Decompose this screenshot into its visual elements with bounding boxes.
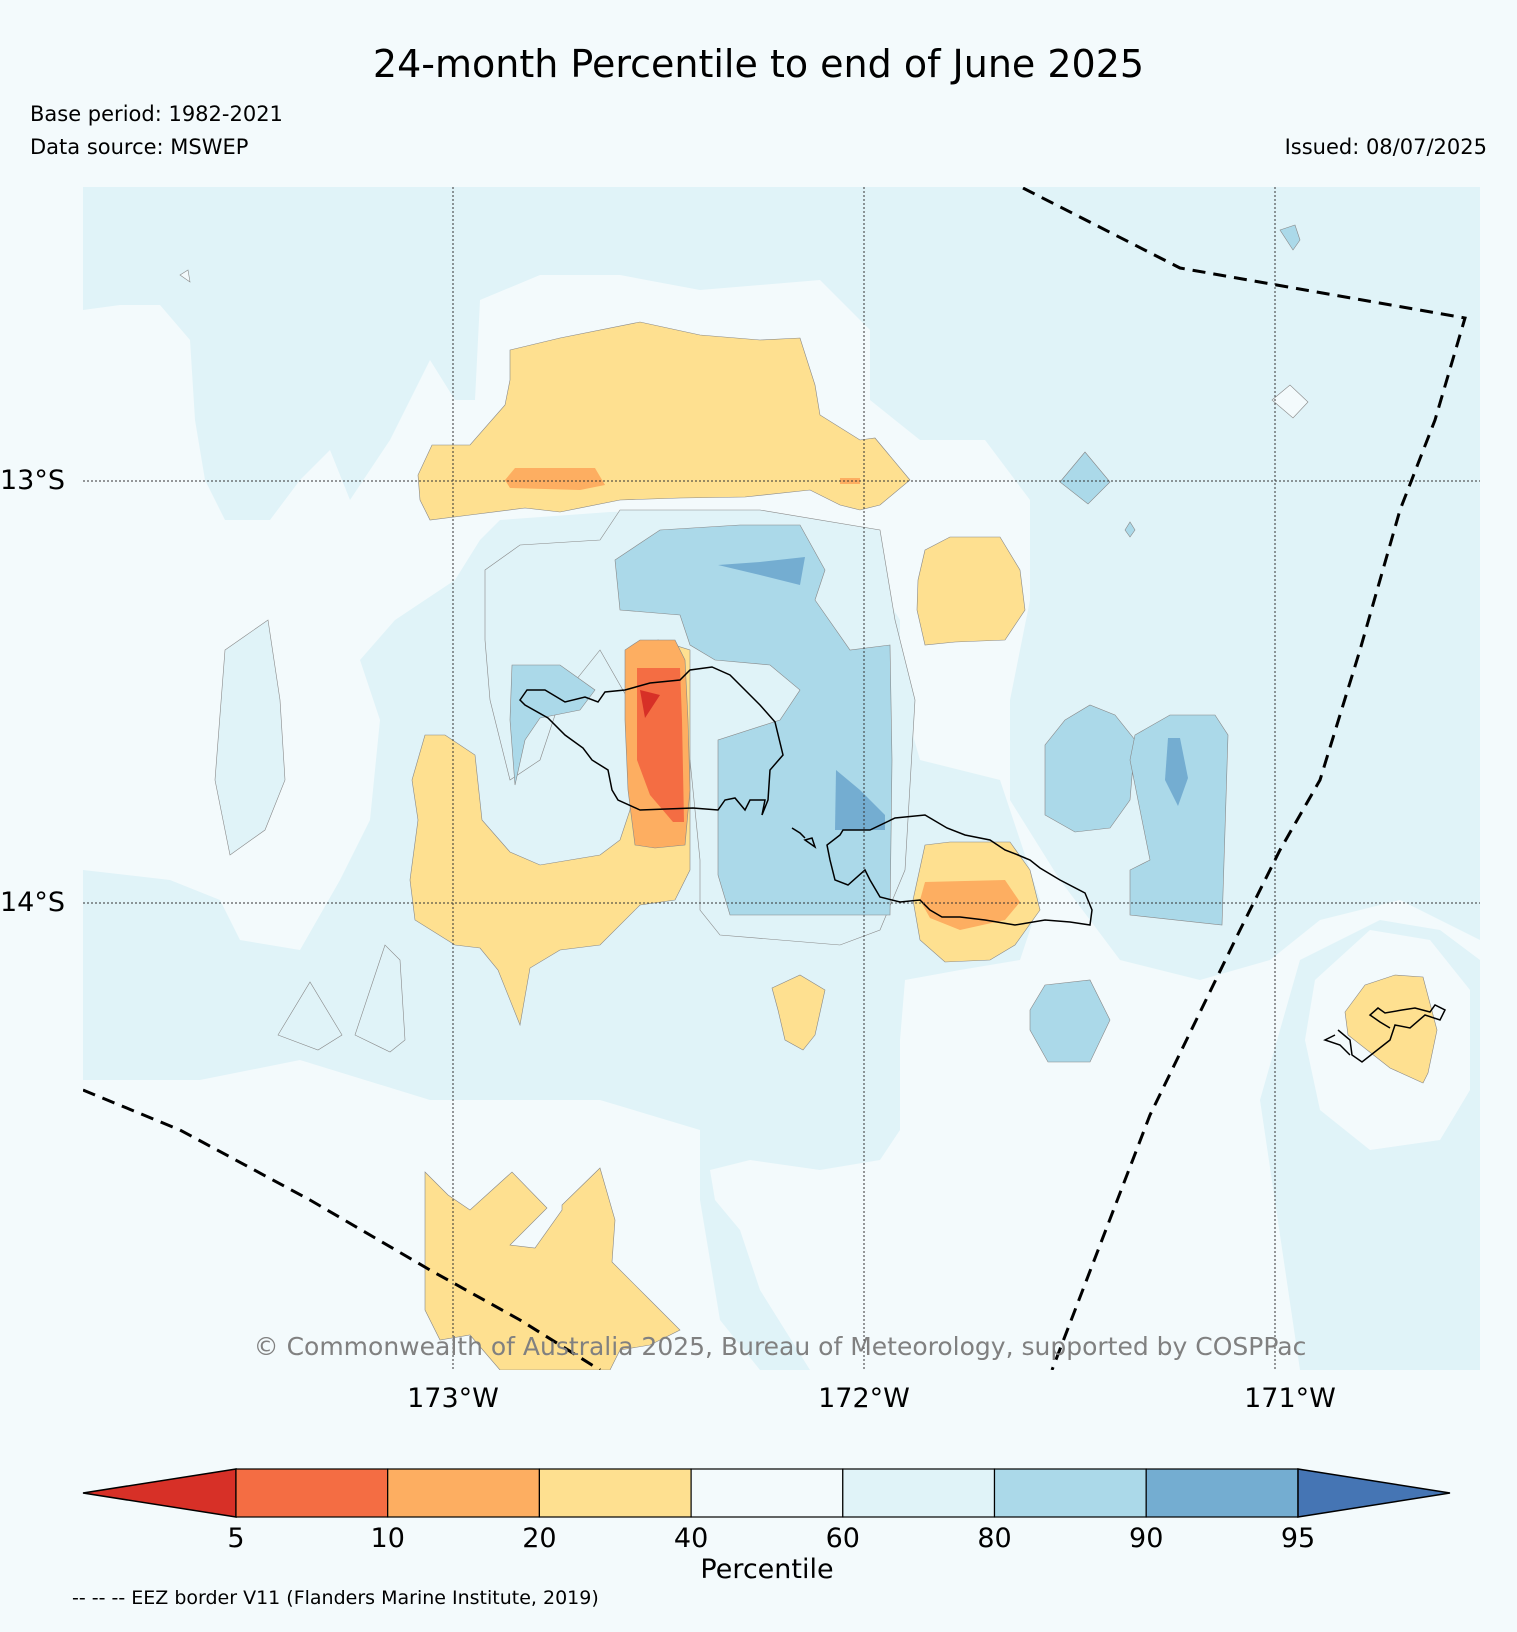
colorbar-bin-40-60	[690, 1468, 844, 1518]
colorbar-tick-20: 20	[522, 1523, 556, 1554]
data-source: Data source: MSWEP	[30, 135, 249, 159]
colorbar-tick-90: 90	[1129, 1523, 1163, 1554]
colorbar-tick-10: 10	[371, 1523, 405, 1554]
colorbar-extend-low	[82, 1468, 237, 1518]
colorbar-bin-20-40	[538, 1468, 692, 1518]
colorbar-tick-5: 5	[227, 1523, 244, 1554]
colorbar-tick-80: 80	[977, 1523, 1011, 1554]
issued-date: Issued: 08/07/2025	[1284, 135, 1487, 159]
colorbar-tick-60: 60	[826, 1523, 860, 1554]
lon-label-172w: 172°W	[818, 1383, 910, 1414]
base-period: Base period: 1982-2021	[30, 102, 283, 126]
colorbar-bin-80-90	[993, 1468, 1147, 1518]
colorbar-tick-95: 95	[1281, 1523, 1315, 1554]
lat-label-13s: 13°S	[0, 465, 65, 496]
colorbar-bin-90-95	[1145, 1468, 1299, 1518]
colorbar-bin-5-10	[235, 1468, 389, 1518]
colorbar-bin-60-80	[842, 1468, 996, 1518]
map-area	[83, 187, 1480, 1370]
colorbar-extend-high	[1297, 1468, 1451, 1518]
lon-label-171w: 171°W	[1244, 1383, 1336, 1414]
eez-legend-note: -- -- -- EEZ border V11 (Flanders Marine…	[72, 1587, 599, 1609]
colorbar: 5 10 20 40 60 80 90 95 Percentile	[82, 1468, 1451, 1585]
map-title: 24-month Percentile to end of June 2025	[372, 42, 1145, 86]
lon-label-173w: 173°W	[407, 1383, 499, 1414]
colorbar-bin-10-20	[387, 1468, 541, 1518]
colorbar-tick-40: 40	[674, 1523, 708, 1554]
colorbar-title: Percentile	[700, 1554, 833, 1585]
lat-label-14s: 14°S	[0, 887, 65, 918]
copyright-watermark: © Commonwealth of Australia 2025, Bureau…	[254, 1332, 1307, 1361]
